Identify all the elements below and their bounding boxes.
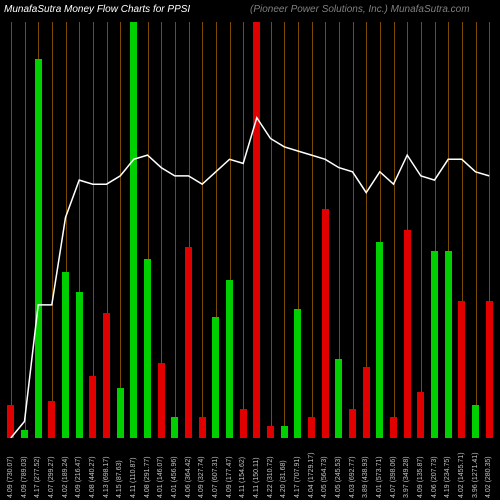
header-left-text: MunafaSutra Money Flow Charts for PPSI <box>4 4 190 15</box>
x-tick-label: 4.05 (245.53) <box>335 456 342 498</box>
x-tick-label: 4.11 (150.11) <box>253 457 260 498</box>
x-tick-label: 4.11 (154.62) <box>239 457 246 498</box>
price-line <box>11 118 489 438</box>
x-tick-label: 4.05 (564.73) <box>321 456 328 498</box>
x-tick-label: 4.20 (31.68) <box>280 460 287 498</box>
chart-header: MunafaSutra Money Flow Charts for PPSI (… <box>0 4 500 22</box>
x-tick-label: 4.15 (87.63) <box>116 460 123 498</box>
x-tick-label: 4.17 (707.91) <box>294 456 301 498</box>
x-tick-label: 4.06 (364.42) <box>185 456 192 498</box>
x-tick-label: 3.96 (1271.41) <box>472 452 479 498</box>
x-tick-label: 4.02 (189.24) <box>62 456 69 498</box>
x-tick-label: 4.02 (280.35) <box>485 456 492 498</box>
x-tick-label: 4.01 (456.96) <box>171 456 178 498</box>
x-tick-label: 4.06 (207.73) <box>431 456 438 498</box>
x-tick-label: 4.01 (573.71) <box>376 456 383 498</box>
x-tick-label: 4.07 (299.27) <box>48 456 55 498</box>
x-tick-label: 3.89 (438.93) <box>362 456 369 498</box>
x-tick-label: 3.97 (349.28) <box>403 456 410 498</box>
x-axis-labels: 4.09 (730.07) 4.09 (789.03) 4.17 (277.52) 4… <box>4 440 496 500</box>
x-tick-label: 4.11 (110.87) <box>130 457 137 498</box>
line-overlay <box>4 22 496 438</box>
x-tick-label: 4.08 (440.27) <box>89 456 96 498</box>
x-tick-label: 4.09 (327.74) <box>198 456 205 498</box>
x-tick-label: 4.19 (234.75) <box>444 456 451 498</box>
x-tick-label: 4.13 (698.17) <box>103 456 110 498</box>
x-tick-label: 4.09 (135.87) <box>417 456 424 498</box>
x-tick-label: 4.08 (291.77) <box>144 456 151 498</box>
plot-area <box>4 22 496 438</box>
x-tick-label: 4.01 (146.07) <box>157 456 164 498</box>
x-tick-label: 4.07 (398.06) <box>390 456 397 498</box>
x-tick-label: 4.22 (310.72) <box>267 456 274 498</box>
chart-container: MunafaSutra Money Flow Charts for PPSI (… <box>0 0 500 500</box>
header-right-text: (Pioneer Power Solutions, Inc.) MunafaSu… <box>250 4 470 15</box>
x-tick-label: 4.04 (1729.17) <box>308 452 315 498</box>
x-tick-label: 4.09 (177.47) <box>226 456 233 498</box>
x-tick-label: 4.03 (692.77) <box>349 456 356 498</box>
x-tick-label: 4.09 (216.47) <box>75 456 82 498</box>
x-tick-label: 4.07 (607.31) <box>212 456 219 498</box>
x-tick-label: 4.09 (789.03) <box>21 456 28 498</box>
x-tick-label: 4.09 (730.07) <box>7 456 14 498</box>
x-tick-label: 4.02 (1455.71) <box>458 452 465 498</box>
x-tick-label: 4.17 (277.52) <box>34 456 41 498</box>
